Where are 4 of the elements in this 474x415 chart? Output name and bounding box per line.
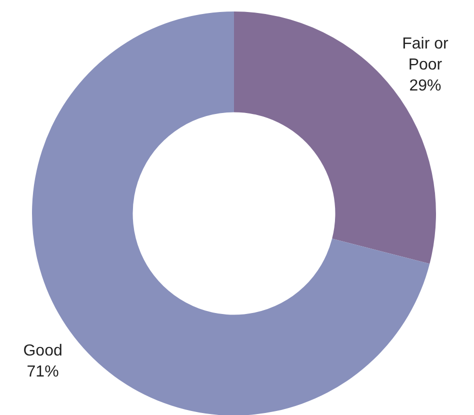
data-label: 29% — [409, 78, 442, 95]
data-label: 71% — [26, 364, 59, 381]
slice-label: Good — [23, 342, 62, 360]
slice-label: Fair or Poor — [402, 36, 449, 74]
